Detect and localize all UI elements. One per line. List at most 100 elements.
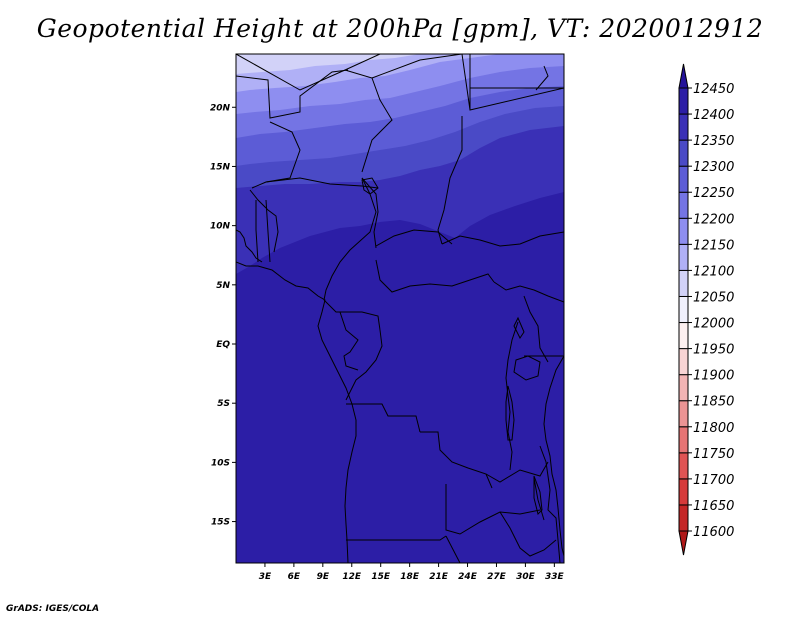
colorbar-label: 12300: [693, 160, 734, 175]
border-sudan-southsudan: [441, 231, 564, 247]
lon-tick-label: 3E: [259, 572, 272, 582]
lon-tick-label: 24E: [458, 572, 478, 582]
colorbar-segment: [678, 165, 689, 193]
lake-tanganyika: [505, 385, 515, 441]
colorbar-high-triangle: [678, 63, 689, 89]
border-zambia-south: [445, 484, 541, 535]
border-angola-namibia: [346, 535, 447, 541]
coastline-guinea-coast-detail: [236, 229, 263, 263]
colorbar-label: 11650: [693, 499, 734, 514]
border-botswana: [445, 535, 461, 563]
border-mozambique: [539, 445, 561, 563]
colorbar-segment: [678, 452, 689, 480]
colorbar-segment: [678, 295, 689, 324]
border-nigeria-cameroon: [323, 177, 377, 301]
colorbar-segment: [678, 374, 689, 402]
border-drc-angola-north: [346, 403, 421, 433]
colorbar-segment: [678, 504, 689, 532]
lake-malawi: [533, 475, 543, 515]
lat-tick-label: 15N: [210, 162, 231, 172]
map-frame: [235, 53, 565, 564]
border-benin: [265, 199, 271, 263]
colorbar-segment: [678, 139, 689, 167]
colorbar-label: 11750: [693, 447, 734, 462]
lon-tick-label: 33E: [545, 572, 565, 582]
colorbar-low-triangle: [678, 530, 689, 556]
colorbar-label: 12050: [693, 290, 734, 305]
lat-tick-label: 10S: [211, 458, 230, 468]
border-algeria-south: [236, 54, 381, 91]
colorbar-segment: [678, 400, 689, 428]
colorbar-segment: [678, 87, 689, 115]
lake-victoria: [513, 355, 541, 381]
colorbar-label: 11900: [693, 369, 734, 384]
colorbar-segment: [678, 426, 689, 454]
border-nigeria-niger: [265, 177, 379, 189]
colorbar-label: 12150: [693, 238, 734, 253]
lon-tick-label: 18E: [400, 572, 420, 582]
border-drc-east: [505, 321, 519, 471]
lat-tick-label: 10N: [210, 222, 231, 232]
contour-fill: [236, 54, 564, 563]
country-borders: [236, 54, 564, 563]
border-zambia: [485, 461, 549, 483]
colorbar-label: 12450: [693, 82, 734, 97]
border-chad-cameroon: [361, 177, 379, 249]
lon-tick-label: 15E: [371, 572, 391, 582]
colorbar-segment: [678, 191, 689, 219]
border-togo-ghana: [255, 200, 259, 263]
colorbar-label: 12100: [693, 264, 734, 279]
colorbar-label: 12400: [693, 108, 734, 123]
border-burkina: [249, 189, 279, 253]
colorbar-label: 12250: [693, 186, 734, 201]
lon-tick-label: 21E: [429, 572, 449, 582]
lat-tick-label: 5S: [217, 399, 230, 409]
colorbar-label: 11700: [693, 473, 734, 488]
border-uganda-kenya: [523, 295, 549, 363]
coastline-west-africa: [236, 261, 357, 563]
border-mali-niger: [251, 121, 301, 189]
border-malawi: [533, 477, 545, 521]
border-southsudan-south: [493, 281, 564, 303]
coastline-east-africa: [543, 355, 564, 557]
colorbar-label: 11800: [693, 421, 734, 436]
lat-tick-label: 15S: [211, 518, 230, 528]
lon-tick-label: 6E: [288, 572, 301, 582]
lake-albert: [513, 316, 525, 339]
lat-tick-label: 5N: [216, 281, 230, 291]
map-title: Geopotential Height at 200hPa [gpm], VT:…: [36, 14, 764, 43]
band-12100: [236, 54, 420, 74]
border-congo-drc: [345, 329, 383, 401]
colorbar-segment: [678, 322, 689, 350]
border-car-drc: [375, 259, 495, 293]
colorbar-segment: [678, 217, 689, 245]
border-gabon-congo: [339, 311, 359, 371]
colorbar-label: 12350: [693, 134, 734, 149]
colorbar-label: 11850: [693, 395, 734, 410]
border-niger-north: [344, 69, 393, 173]
colorbar-label: 12000: [693, 317, 734, 332]
colorbar-segment: [678, 243, 689, 271]
lon-tick-label: 9E: [317, 572, 330, 582]
colorbar: 11600 11650 11700 11750 11800 11850 11900 11950…: [678, 63, 734, 556]
longitude-ticks: 3E 6E 9E 12E 15E 18E 21E 24E 27E 30E 33E: [259, 563, 565, 582]
latitude-ticks: 20N 15N 10N 5N EQ 5S 10S 15S: [210, 103, 236, 528]
border-egypt-sudan: [461, 54, 564, 111]
border-egypt-libya: [469, 54, 564, 89]
border-cameroon-south: [323, 299, 381, 331]
border-chad-car: [375, 229, 453, 247]
lake-chad: [361, 177, 379, 195]
grads-credit: GrADS: IGES/COLA: [6, 604, 100, 614]
lon-tick-label: 30E: [516, 572, 536, 582]
red-sea-coast: [535, 65, 549, 91]
colorbar-segment: [678, 478, 689, 506]
colorbar-label: 11600: [693, 525, 734, 540]
colorbar-segment: [678, 348, 689, 376]
colorbar-segment: [678, 269, 689, 297]
lat-tick-label: 20N: [210, 103, 231, 113]
lon-tick-label: 27E: [487, 572, 507, 582]
border-zimbabwe: [499, 511, 557, 557]
colorbar-label: 12200: [693, 212, 734, 227]
colorbar-label: 11950: [693, 343, 734, 358]
